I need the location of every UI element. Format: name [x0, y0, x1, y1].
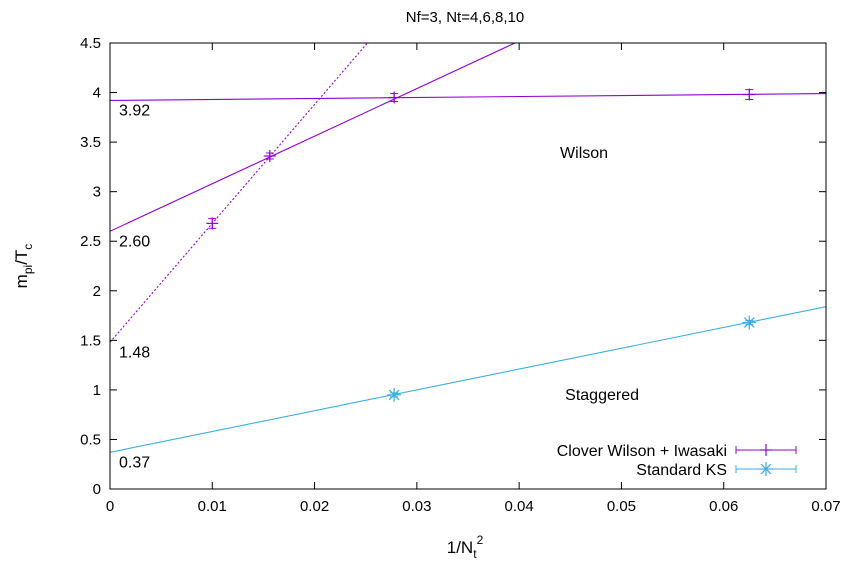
y-axis-label-base: m [12, 274, 31, 288]
annotation: 0.37 [119, 454, 150, 471]
x-axis-label: 1/Nt2 [447, 533, 484, 561]
y-axis-ticks: 0 0.5 1 1.5 2 2.5 3 3.5 4 4.5 [80, 35, 826, 498]
y-tick-label: 3.5 [80, 134, 101, 151]
data-point [742, 315, 757, 330]
x-tick-label: 0.06 [709, 498, 738, 515]
y-tick-label: 3 [93, 184, 101, 201]
y-tick-label: 0 [93, 481, 101, 498]
legend-marker [759, 462, 773, 476]
annotation: 2.60 [119, 233, 150, 250]
marker-star-d2 [743, 317, 755, 328]
data-point [206, 217, 219, 230]
y-axis-label: mpi/Tc [12, 244, 35, 289]
plot-frame [109, 42, 827, 490]
x-axis-label-sup: 2 [477, 533, 484, 547]
marker-star-d2 [388, 389, 400, 401]
data-point [743, 88, 756, 101]
data-point [387, 387, 402, 402]
y-tick-label: 1 [93, 382, 101, 399]
data-point [263, 149, 276, 162]
y-tick-label: 1.5 [80, 332, 101, 349]
x-tick-label: 0.05 [607, 498, 636, 515]
annotation: 1.48 [119, 344, 150, 361]
x-tick-label: 0 [106, 498, 114, 515]
x-tick-label: 0.02 [300, 498, 329, 515]
fit-line [110, 43, 517, 232]
marker-star-d2 [760, 463, 772, 475]
legend-label: Standard KS [636, 462, 727, 479]
y-tick-label: 4.5 [80, 35, 101, 52]
fit-lines [110, 43, 826, 453]
x-tick-label: 0.04 [505, 498, 534, 515]
data-point [388, 91, 401, 104]
x-axis-label-base: 1/N [447, 538, 473, 557]
x-axis-label-sub: t [473, 547, 477, 561]
y-tick-label: 4 [93, 85, 101, 102]
y-tick-label: 2.5 [80, 233, 101, 250]
x-tick-label: 0.01 [198, 498, 227, 515]
data-points [206, 88, 757, 402]
y-tick-label: 0.5 [80, 431, 101, 448]
annotations: 3.92 2.60 1.48 0.37 Wilson Staggered [119, 102, 639, 471]
legend-marker [760, 444, 772, 456]
x-tick-label: 0.07 [811, 498, 840, 515]
x-axis-ticks: 0 0.01 0.02 0.03 0.04 0.05 0.06 0.07 [106, 43, 841, 515]
y-axis-label-sub: pi [21, 265, 35, 274]
chart-title: Nf=3, Nt=4,6,8,10 [406, 9, 524, 26]
annotation: Staggered [565, 387, 639, 404]
annotation: Wilson [560, 145, 608, 162]
annotation: 3.92 [119, 102, 150, 119]
y-tick-label: 2 [93, 283, 101, 300]
legend: Clover Wilson + Iwasaki Standard KS [557, 443, 797, 479]
fit-line [110, 92, 826, 102]
fit-line [110, 306, 826, 453]
fit-line [110, 43, 369, 343]
legend-label: Clover Wilson + Iwasaki [557, 443, 727, 460]
y-axis-label-mid: /T [12, 250, 31, 265]
x-tick-label: 0.03 [402, 498, 431, 515]
y-axis-label-sub2: c [21, 244, 35, 250]
